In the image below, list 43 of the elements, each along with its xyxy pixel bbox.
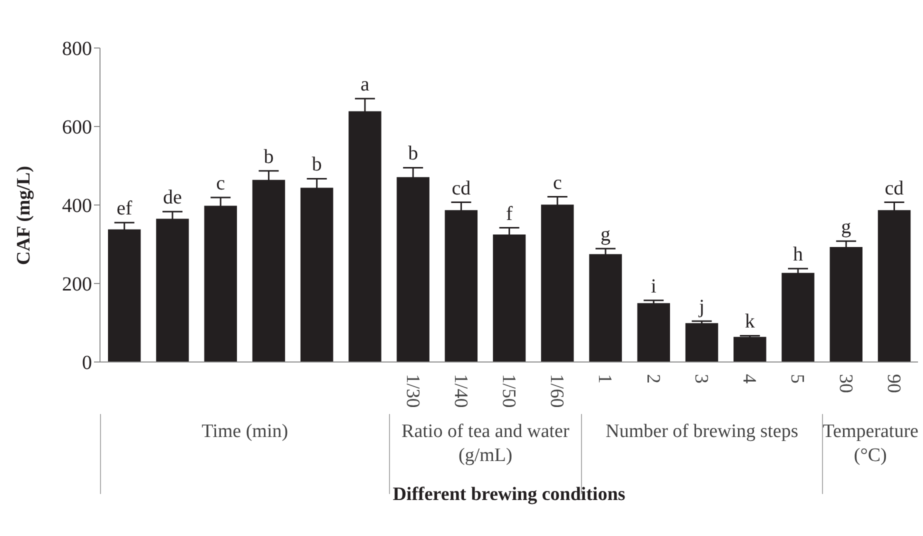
data-label: j	[698, 296, 705, 318]
data-label: b	[264, 146, 274, 168]
data-label: a	[360, 74, 370, 96]
data-label: ef	[116, 198, 132, 220]
y-tick-label: 200	[62, 274, 92, 296]
text: Temperature (°C)	[822, 414, 918, 494]
data-label: f	[506, 202, 513, 225]
bar	[782, 272, 814, 362]
x-tick-label: 1	[594, 374, 616, 384]
x-tick-label: 1/40	[450, 374, 471, 408]
text: Time (min)	[100, 414, 389, 494]
x-axis-title: Different brewing conditions	[392, 484, 626, 506]
bar	[685, 323, 718, 362]
bar	[637, 303, 670, 362]
data-label: cd	[884, 177, 904, 200]
x-tick-label: 5	[786, 374, 808, 384]
x-tick-label: 3	[690, 374, 712, 384]
x-tick-label: 1/30	[402, 374, 423, 408]
data-label: g	[841, 216, 852, 238]
x-tick-label: 4	[738, 374, 760, 384]
text: Ratio of tea and water (g/mL)	[402, 421, 570, 466]
data-label: b	[408, 142, 418, 165]
y-axis-title: CAF (mg/L)	[14, 166, 35, 265]
y-tick-label: 400	[62, 195, 92, 218]
data-label: cd	[452, 177, 471, 200]
x-tick-label: 1/60	[546, 374, 568, 408]
data-label: c	[216, 172, 226, 195]
data-label: k	[744, 310, 755, 333]
text: Number of brewing steps	[606, 421, 798, 442]
y-tick-label: 0	[82, 352, 92, 374]
data-label: h	[793, 244, 804, 266]
data-label: i	[650, 275, 657, 298]
x-tick-label: 2	[642, 374, 664, 384]
x-tick-label: 90	[882, 374, 904, 393]
data-label: de	[163, 186, 182, 209]
y-tick-label: 800	[62, 38, 92, 60]
bar	[734, 336, 766, 362]
data-label: b	[312, 154, 322, 176]
data-label: c	[552, 172, 562, 194]
x-tick-label: 30	[834, 374, 856, 393]
data-label: g	[600, 224, 611, 246]
x-tick-label: 1/50	[498, 374, 519, 408]
y-tick-label: 600	[62, 116, 92, 139]
